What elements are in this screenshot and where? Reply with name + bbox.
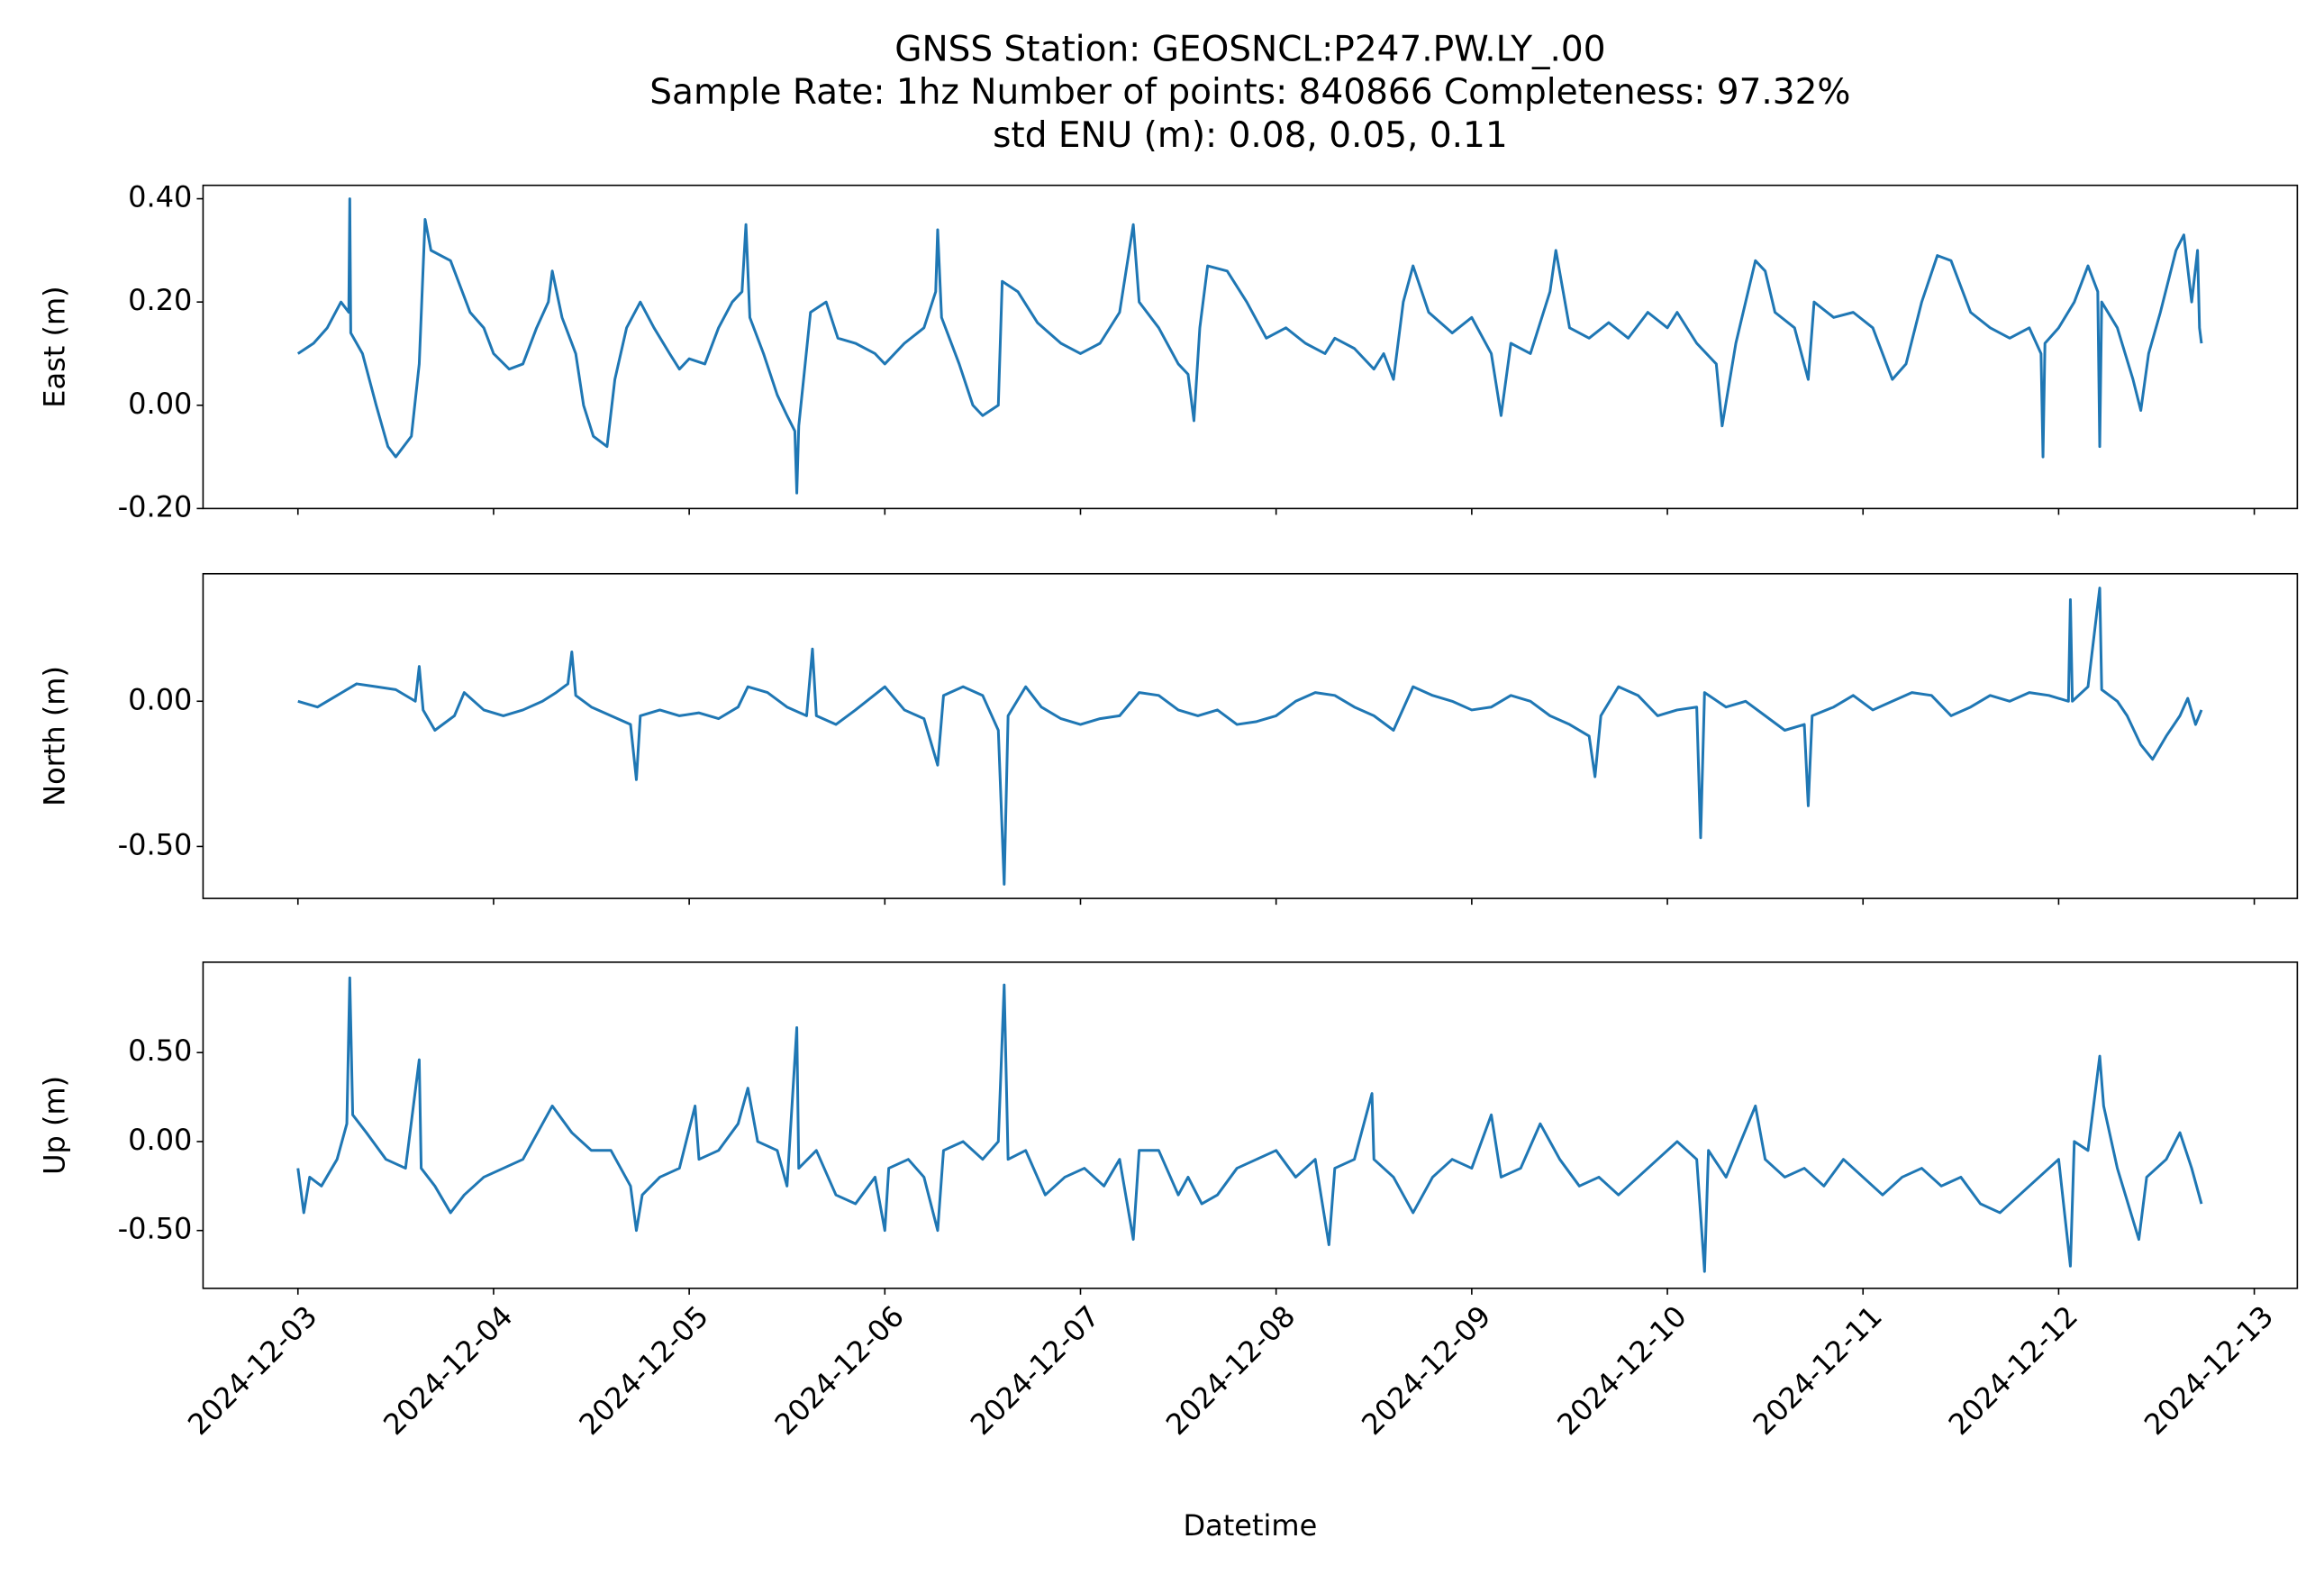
y-tick-label: -0.50 (118, 1212, 193, 1246)
y-tick-label: 0.00 (128, 1123, 192, 1157)
y-tick-label: 0.40 (128, 180, 192, 214)
y-tick-label: 0.00 (128, 682, 192, 716)
axes-frame (202, 572, 2299, 899)
x-tick-label: 2024-12-10 (1550, 1299, 1693, 1442)
x-tick-label: 2024-12-07 (964, 1299, 1106, 1442)
x-tick-label: 2024-12-03 (181, 1299, 323, 1442)
plot-area (296, 976, 2203, 1273)
axes-frame (202, 961, 2299, 1289)
chart-title: GNSS Station: GEOSNCL:P247.PW.LY_.00 (894, 29, 1605, 69)
y-tick-label: 0.00 (128, 387, 192, 421)
x-tick-label: 2024-12-12 (1942, 1299, 2084, 1442)
x-tick-label: 2024-12-13 (2138, 1299, 2280, 1442)
x-axis-label: Datetime (1184, 1508, 1318, 1543)
y-tick-label: 0.50 (128, 1033, 192, 1068)
x-tick-label: 2024-12-08 (1159, 1299, 1302, 1442)
y-axis-label: North (m) (38, 666, 72, 806)
plot-area (297, 587, 2203, 886)
data-line (296, 197, 2203, 495)
x-tick-label: 2024-12-09 (1355, 1299, 1497, 1442)
axes-frame (202, 184, 2299, 510)
y-axis-label: East (m) (38, 286, 72, 407)
y-tick-label: -0.50 (118, 827, 193, 861)
x-tick-label: 2024-12-06 (768, 1299, 911, 1442)
x-tick-label: 2024-12-04 (377, 1299, 519, 1442)
data-line (297, 587, 2203, 886)
y-axis-label: Up (m) (38, 1076, 72, 1175)
data-line (296, 976, 2203, 1273)
x-tick-label: 2024-12-05 (572, 1299, 714, 1442)
x-tick-label: 2024-12-11 (1746, 1299, 1888, 1442)
y-tick-label: 0.20 (128, 283, 192, 317)
chart-title: std ENU (m): 0.08, 0.05, 0.11 (993, 115, 1508, 156)
y-tick-label: -0.20 (118, 489, 193, 523)
chart-title: Sample Rate: 1hz Number of points: 84086… (649, 72, 1850, 113)
plot-area (296, 197, 2203, 495)
